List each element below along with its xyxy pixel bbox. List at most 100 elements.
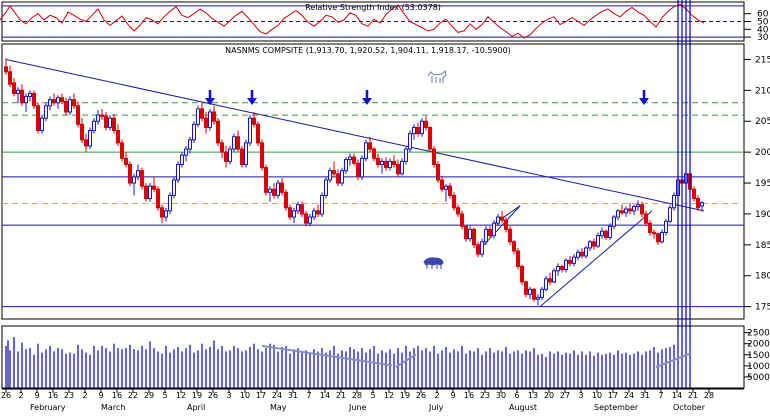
candle-body [472, 228, 476, 246]
day-tick-label: 24 [272, 391, 282, 400]
price-tick-label: 1800 [755, 272, 770, 282]
volume-trendline [261, 344, 393, 367]
candle [60, 93, 64, 104]
candle-body [408, 133, 412, 150]
candle-body [116, 130, 120, 144]
candle [140, 167, 144, 190]
candle-body [388, 160, 392, 169]
candle-body [528, 288, 532, 295]
candle-body [692, 188, 696, 199]
candle-body [580, 251, 584, 257]
candle [548, 272, 552, 286]
candle [304, 210, 308, 227]
candle [52, 93, 56, 106]
candle-body [616, 210, 620, 218]
down-arrow-icon [362, 90, 372, 105]
candle-body [640, 204, 644, 215]
candle [76, 101, 80, 128]
candle-body [344, 159, 348, 172]
candle-body [264, 167, 268, 193]
candle [532, 288, 536, 302]
candle-body [600, 230, 604, 237]
candle-body [576, 251, 580, 258]
candle-body [696, 197, 700, 209]
candle-body [272, 188, 276, 196]
candle-body [108, 117, 112, 128]
day-tick-label: 3 [226, 391, 231, 400]
candle [248, 115, 252, 146]
candle-body [516, 250, 520, 267]
day-tick-label: 9 [450, 391, 455, 400]
candle-body [540, 288, 544, 298]
candle [424, 116, 428, 131]
day-tick-label: 6 [514, 391, 519, 400]
candle-body [440, 179, 444, 190]
candle [692, 186, 696, 202]
candle [172, 176, 176, 199]
day-tick-label: 7 [306, 391, 311, 400]
candle-body [336, 173, 340, 184]
day-tick-label: 16 [112, 391, 122, 400]
candle [192, 121, 196, 143]
candle [268, 186, 272, 202]
candle-body [196, 108, 200, 125]
candle [88, 127, 92, 150]
rsi-tick-label: 40 [757, 25, 769, 35]
day-tick-label: 27 [560, 391, 570, 400]
candle [544, 275, 548, 292]
candle [196, 105, 200, 128]
candle [136, 164, 140, 180]
candle [452, 192, 456, 211]
candle [612, 215, 616, 230]
day-tick-label: 14 [672, 391, 682, 400]
candle [68, 96, 72, 116]
candle-body [456, 207, 460, 215]
candle-body [560, 265, 564, 271]
candle [112, 113, 116, 134]
down-arrow-icon [639, 90, 649, 105]
candle [512, 239, 516, 255]
candle-body [44, 105, 48, 119]
arrow-head [247, 98, 257, 105]
candle [648, 220, 652, 236]
candle [364, 139, 368, 162]
day-tick-label: 31 [288, 391, 298, 400]
candle [572, 254, 576, 267]
candle-body [444, 185, 448, 190]
bear-icon [423, 257, 444, 269]
candle [536, 294, 540, 306]
candle [36, 102, 40, 134]
candle [408, 130, 412, 153]
candle [96, 110, 100, 125]
candle-body [24, 96, 28, 104]
candle [152, 176, 156, 193]
candle [348, 153, 352, 166]
candle-body [424, 120, 428, 128]
candle-body [184, 148, 188, 156]
candle [440, 175, 444, 193]
candle-body [624, 208, 628, 214]
price-panel-frame [1, 43, 745, 320]
candle [700, 200, 704, 212]
candle [216, 118, 220, 146]
candle-body [48, 99, 52, 107]
candle [628, 202, 632, 214]
candle-body [664, 220, 668, 233]
candle [180, 152, 184, 168]
candle [24, 93, 28, 112]
candle [588, 239, 592, 252]
candle [124, 152, 128, 168]
candle-body [140, 170, 144, 187]
candle [8, 65, 12, 88]
candle-body [652, 231, 656, 235]
candle-body [588, 241, 592, 249]
candle-body [508, 228, 512, 243]
candle [132, 173, 136, 196]
candle [148, 183, 152, 202]
candle [312, 207, 316, 221]
candle [40, 115, 44, 134]
candle-body [180, 154, 184, 166]
price-tick-label: 1950 [755, 179, 770, 189]
candle-body [468, 228, 472, 240]
price-tick-label: 1900 [755, 210, 770, 220]
